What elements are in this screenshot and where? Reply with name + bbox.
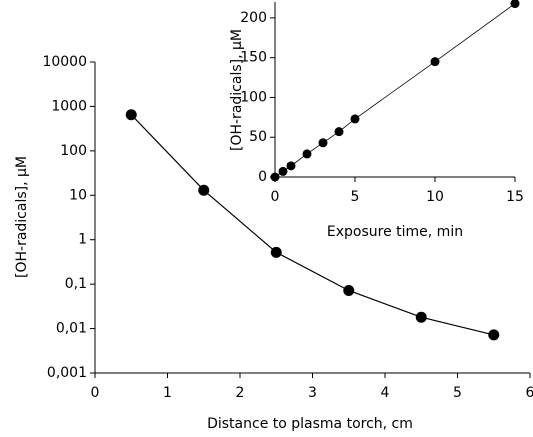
y-tick-label: 50 <box>249 129 267 145</box>
data-point <box>343 284 355 296</box>
x-tick-label: 3 <box>308 385 317 401</box>
data-point <box>334 127 344 137</box>
data-line <box>130 114 494 336</box>
x-tick-label: 0 <box>271 189 280 205</box>
x-tick-label: 5 <box>351 189 360 205</box>
x-tick-label: 0 <box>91 385 100 401</box>
data-point <box>318 138 328 148</box>
x-tick-label: 6 <box>526 385 533 401</box>
y-tick-label: 1000 <box>51 98 87 114</box>
y-tick-label: 10000 <box>42 54 87 70</box>
x-tick-label: 1 <box>163 385 172 401</box>
data-point <box>278 166 288 176</box>
data-point <box>510 0 520 9</box>
data-point <box>270 172 280 182</box>
x-tick-label: 15 <box>506 189 524 205</box>
y-axis-title: [OH-radicals], μM <box>229 29 245 151</box>
y-tick-label: 100 <box>60 143 87 159</box>
data-point <box>488 329 500 341</box>
data-point <box>286 161 296 171</box>
y-tick-label: 0,001 <box>47 365 87 381</box>
data-point <box>302 149 312 159</box>
data-line <box>274 3 516 178</box>
data-point <box>198 184 210 196</box>
x-tick-label: 4 <box>381 385 390 401</box>
y-tick-label: 200 <box>240 10 267 26</box>
y-tick-label: 0,01 <box>56 321 87 337</box>
x-tick-label: 10 <box>426 189 444 205</box>
data-point <box>270 246 282 258</box>
y-tick-label: 1 <box>78 232 87 248</box>
x-tick-label: 2 <box>236 385 245 401</box>
y-axis-title: [OH-radicals], μM <box>14 156 30 278</box>
y-tick-label: 0,1 <box>65 276 87 292</box>
data-point <box>350 114 360 124</box>
y-tick-label: 150 <box>240 50 267 66</box>
x-tick-label: 5 <box>453 385 462 401</box>
data-point <box>125 109 137 121</box>
x-axis-title: Distance to plasma torch, cm <box>207 416 413 432</box>
y-tick-label: 0 <box>258 169 267 185</box>
data-point <box>430 57 440 67</box>
data-point <box>415 311 427 323</box>
x-axis-title: Exposure time, min <box>327 224 463 240</box>
y-tick-label: 10 <box>69 187 87 203</box>
y-tick-label: 100 <box>240 89 267 105</box>
